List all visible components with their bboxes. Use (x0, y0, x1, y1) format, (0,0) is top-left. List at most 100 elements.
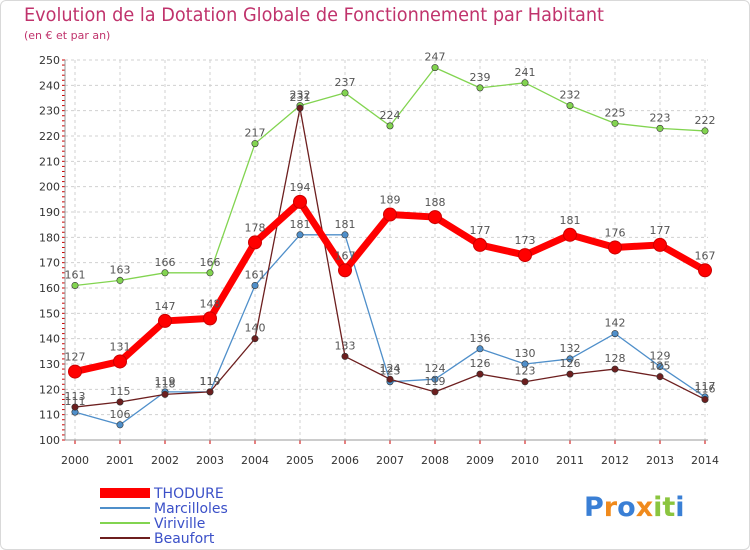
proxiti-logo: Proxiti (584, 492, 685, 523)
data-point (251, 281, 259, 289)
data-point (296, 231, 304, 239)
x-tick-label: 2010 (511, 454, 539, 467)
y-tick-label: 190 (39, 206, 60, 219)
data-label: 167 (335, 249, 356, 262)
data-point (521, 79, 529, 87)
legend-label: Viriville (154, 516, 205, 532)
data-point (611, 365, 619, 373)
data-point (566, 355, 574, 363)
x-tick-label: 2008 (421, 454, 449, 467)
y-tick-label: 140 (39, 333, 60, 346)
data-point (431, 64, 439, 72)
data-label: 189 (380, 194, 401, 207)
data-label: 118 (155, 377, 176, 390)
y-tick-label: 150 (39, 307, 60, 320)
data-point (206, 269, 214, 277)
data-label: 129 (650, 350, 671, 363)
data-label: 119 (425, 375, 446, 388)
data-label: 115 (110, 385, 131, 398)
data-point (71, 281, 79, 289)
y-tick-label: 230 (39, 105, 60, 118)
data-point (566, 370, 574, 378)
data-label: 106 (110, 408, 131, 421)
data-point (566, 102, 574, 110)
data-point (518, 248, 532, 263)
data-point (68, 364, 82, 379)
svg-text:Proxiti: Proxiti (584, 492, 685, 523)
data-label: 177 (470, 224, 491, 237)
data-label: 231 (290, 91, 311, 104)
data-label: 232 (290, 89, 311, 102)
data-label: 222 (695, 114, 716, 127)
data-point (386, 375, 394, 383)
data-point (476, 84, 484, 92)
data-label: 166 (155, 256, 176, 269)
data-point (521, 378, 529, 386)
y-tick-label: 240 (39, 79, 60, 92)
data-point (113, 354, 127, 369)
data-label: 111 (65, 395, 86, 408)
legend-label: THODURE (153, 486, 224, 502)
data-point (428, 210, 442, 225)
data-label: 225 (605, 106, 626, 119)
data-point (296, 104, 304, 112)
data-label: 131 (110, 340, 131, 353)
y-tick-label: 130 (39, 358, 60, 371)
x-tick-label: 2013 (646, 454, 674, 467)
data-label: 177 (650, 224, 671, 237)
x-tick-label: 2012 (601, 454, 629, 467)
data-label: 178 (245, 221, 266, 234)
y-tick-label: 180 (39, 231, 60, 244)
y-tick-label: 250 (39, 54, 60, 67)
data-point (476, 370, 484, 378)
data-label: 161 (245, 268, 266, 281)
data-label: 119 (200, 375, 221, 388)
data-label: 140 (245, 322, 266, 335)
data-point (161, 269, 169, 277)
data-label: 128 (605, 352, 626, 365)
data-label: 124 (425, 362, 446, 375)
data-point (158, 313, 172, 328)
x-tick-label: 2007 (376, 454, 404, 467)
data-label: 123 (380, 365, 401, 378)
x-tick-label: 2014 (691, 454, 719, 467)
x-tick-label: 2003 (196, 454, 224, 467)
data-label: 181 (290, 218, 311, 231)
data-point (71, 403, 79, 411)
data-label: 161 (65, 268, 86, 281)
series-viriville: 161 163 166 166 217 232 237 224 247 239 241 232 225 2… (65, 51, 716, 289)
data-label: 232 (560, 89, 581, 102)
data-point (338, 263, 352, 278)
data-point (116, 276, 124, 284)
data-label: 167 (695, 249, 716, 262)
data-label: 132 (560, 342, 581, 355)
x-tick-label: 2004 (241, 454, 269, 467)
chart-axes: 100 110 120 130 140 150 160 170 180 190 200 210 220 2… (39, 54, 719, 467)
data-label: 126 (560, 357, 581, 370)
data-label: 181 (335, 218, 356, 231)
data-label: 119 (200, 375, 221, 388)
data-label: 237 (335, 76, 356, 89)
data-point (656, 124, 664, 132)
x-tick-label: 2005 (286, 454, 314, 467)
data-point (611, 330, 619, 338)
data-point (653, 237, 667, 252)
data-label: 241 (515, 66, 536, 79)
data-point (206, 388, 214, 396)
chart-series: 161 163 166 166 217 232 237 224 247 239 241 232 225 2… (65, 51, 716, 429)
y-tick-label: 200 (39, 181, 60, 194)
data-point (701, 127, 709, 135)
data-label: 127 (65, 351, 86, 364)
data-point (473, 237, 487, 252)
data-label: 113 (65, 390, 86, 403)
data-point (116, 398, 124, 406)
y-tick-label: 110 (39, 409, 60, 422)
data-label: 133 (335, 339, 356, 352)
y-tick-label: 170 (39, 257, 60, 270)
data-point (563, 227, 577, 242)
data-label: 247 (425, 51, 446, 64)
data-point (383, 207, 397, 222)
y-tick-label: 120 (39, 383, 60, 396)
data-label: 217 (245, 127, 266, 140)
